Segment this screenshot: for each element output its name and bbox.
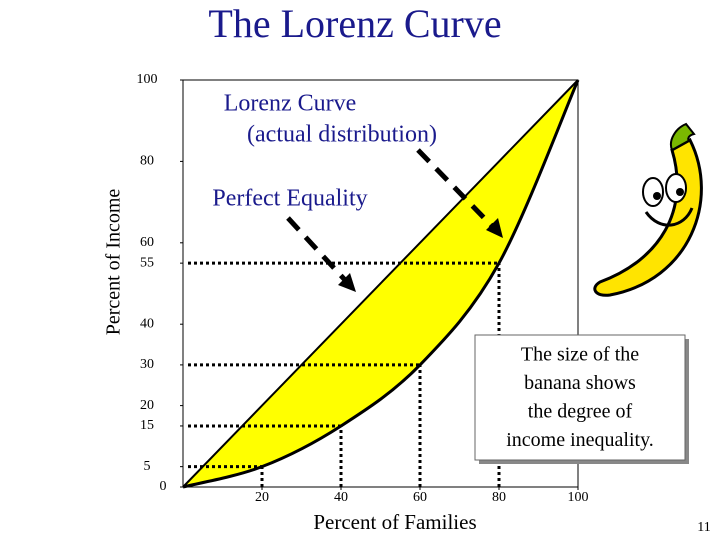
equality-line	[182, 79, 579, 488]
plot-frame	[182, 79, 579, 488]
lorenz-label: Lorenz Curve	[224, 91, 357, 117]
x-tick-label: 40	[334, 490, 348, 505]
note-line: income inequality.	[506, 429, 654, 451]
page-number: 11	[697, 520, 710, 535]
x-tick-label: 80	[492, 490, 506, 505]
chart-title: The Lorenz Curve	[208, 1, 501, 46]
y-tick-label: 80	[140, 154, 154, 169]
plot: 05 15 20 30 40 55 60 80 100 20 40 60 80 100	[137, 72, 589, 505]
y-axis-label: Percent of Income	[103, 189, 125, 336]
y-tick-label: 100	[137, 72, 158, 87]
lorenz-curve	[182, 79, 580, 489]
arrow	[286, 216, 347, 282]
banana	[593, 122, 703, 297]
note: The size of the banana shows the degree of…	[506, 344, 654, 452]
x-tick-label: 60	[413, 490, 427, 505]
y-tick-label: 55	[140, 255, 154, 270]
arrow-head	[338, 273, 356, 292]
note-line: the degree of	[528, 401, 633, 423]
equality-label: Perfect Equality	[212, 186, 367, 212]
y-tick-label: 40	[140, 316, 154, 331]
note-line: banana shows	[524, 372, 636, 394]
arrows	[286, 148, 494, 282]
y-tick-label: 0	[160, 479, 167, 494]
y-tick-label: 20	[140, 398, 154, 413]
lorenz-note: (actual distribution)	[247, 122, 437, 148]
arrow-head	[486, 218, 503, 238]
y-tick-label: 5	[144, 459, 151, 474]
x-axis-label: Percent of Families	[313, 510, 476, 534]
x-tick-label: 20	[255, 490, 269, 505]
note-box	[474, 334, 686, 461]
note-line: The size of the	[521, 344, 639, 366]
y-tick-label: 30	[140, 357, 154, 372]
arrow	[416, 148, 494, 228]
y-tick-label: 60	[140, 235, 154, 250]
x-tick-label: 100	[568, 490, 589, 505]
y-tick-label: 15	[140, 418, 154, 433]
